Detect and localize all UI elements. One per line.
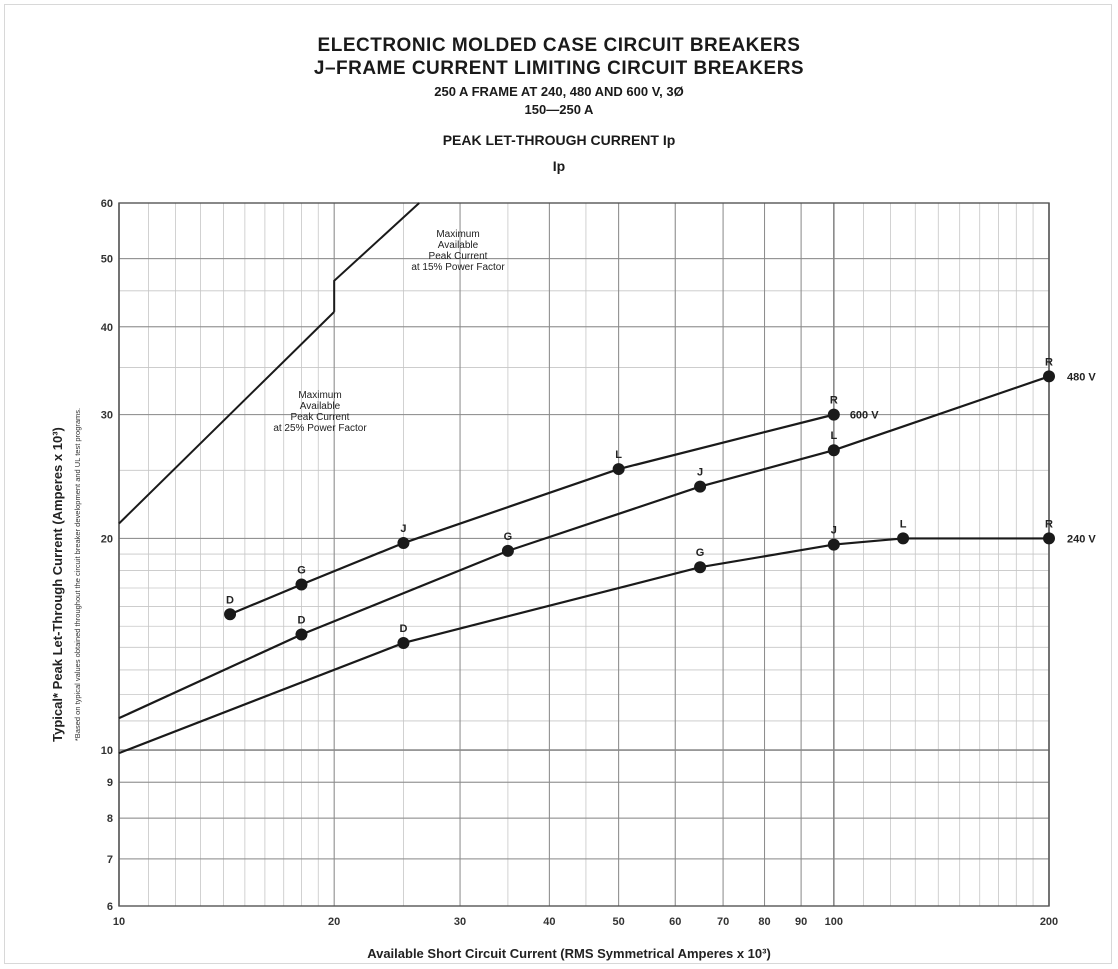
data-point xyxy=(827,538,840,551)
frame-rating: 250 A FRAME AT 240, 480 AND 600 V, 3Ø xyxy=(434,84,684,99)
y-tick-label: 30 xyxy=(101,410,113,422)
ampere-range: 150—250 A xyxy=(524,102,594,117)
page-title: ELECTRONIC MOLDED CASE CIRCUIT BREAKERS xyxy=(317,35,801,56)
data-point-label: J xyxy=(831,525,837,537)
data-point-label: G xyxy=(696,547,705,559)
y-tick-label: 8 xyxy=(107,813,113,825)
data-point xyxy=(612,463,625,476)
x-tick-label: 50 xyxy=(613,916,625,928)
y-tick-label: 40 xyxy=(101,322,113,334)
data-point xyxy=(694,561,707,574)
data-point xyxy=(1043,532,1055,545)
data-point-label: D xyxy=(399,623,407,635)
header: ELECTRONIC MOLDED CASE CIRCUIT BREAKERS … xyxy=(0,34,1118,175)
reference-line xyxy=(333,202,420,312)
series-line xyxy=(118,537,1049,755)
x-tick-label: 10 xyxy=(113,916,125,928)
data-point-label: L xyxy=(900,518,907,530)
data-point xyxy=(397,636,410,649)
series-line xyxy=(229,413,835,616)
data-point xyxy=(827,444,840,457)
data-point-label: G xyxy=(297,564,306,576)
ip-label: Ip xyxy=(552,158,566,174)
data-point-label: J xyxy=(697,467,703,479)
x-tick-label: 100 xyxy=(825,916,843,928)
annotation-15pct: Maximum Available Peak Current at 15% Power… xyxy=(411,229,505,273)
y-tick-label: 20 xyxy=(101,533,113,545)
plot-border xyxy=(118,202,1050,907)
data-point xyxy=(694,480,707,493)
y-tick-label: 7 xyxy=(107,854,113,866)
x-tick-label: 200 xyxy=(1040,916,1058,928)
series-name-label: 480 V xyxy=(1067,371,1096,383)
data-point xyxy=(827,408,840,421)
data-point xyxy=(295,628,308,641)
y-tick-label: 9 xyxy=(107,777,113,789)
y-tick-label: 60 xyxy=(101,198,113,210)
y-axis-label: Typical* Peak Let-Through Current (Amper… xyxy=(50,427,65,742)
series-name-label: 600 V xyxy=(850,410,879,422)
reference-line xyxy=(118,311,335,525)
series-line xyxy=(118,375,1050,720)
x-tick-label: 20 xyxy=(328,916,340,928)
footnote: *Based on typical values obtained throug… xyxy=(73,408,82,741)
page-frame xyxy=(4,4,1112,964)
x-tick-label: 60 xyxy=(669,916,681,928)
series-name-label: 240 V xyxy=(1067,533,1096,545)
y-tick-label: 10 xyxy=(101,745,113,757)
data-point-label: R xyxy=(1045,356,1053,368)
data-point xyxy=(501,544,514,557)
data-point-label: D xyxy=(226,594,234,606)
data-point xyxy=(224,608,237,621)
data-point-label: D xyxy=(297,615,305,627)
data-point xyxy=(897,532,910,545)
y-tick-label: 6 xyxy=(107,901,113,913)
chart-title: PEAK LET-THROUGH CURRENT Ip xyxy=(442,132,676,148)
grid xyxy=(118,202,1050,907)
y-tick-label: 50 xyxy=(101,254,113,266)
annotation-25pct: Maximum Available Peak Current at 25% Power… xyxy=(273,390,367,434)
x-axis-label: Available Short Circuit Current (RMS Sym… xyxy=(367,946,771,961)
x-tick-label: 70 xyxy=(717,916,729,928)
x-tick-label: 80 xyxy=(758,916,770,928)
data-point xyxy=(295,578,308,591)
data-point xyxy=(397,537,410,550)
data-point-label: L xyxy=(830,430,837,442)
x-tick-label: 90 xyxy=(795,916,807,928)
data-point-label: G xyxy=(504,531,513,543)
page-subtitle: J–FRAME CURRENT LIMITING CIRCUIT BREAKER… xyxy=(313,58,805,79)
x-tick-label: 30 xyxy=(454,916,466,928)
data-point xyxy=(1043,370,1055,383)
data-point-label: L xyxy=(615,449,622,461)
data-point-label: J xyxy=(400,523,406,535)
data-point-label: R xyxy=(1045,518,1053,530)
data-point-label: R xyxy=(830,395,838,407)
x-tick-label: 40 xyxy=(543,916,555,928)
